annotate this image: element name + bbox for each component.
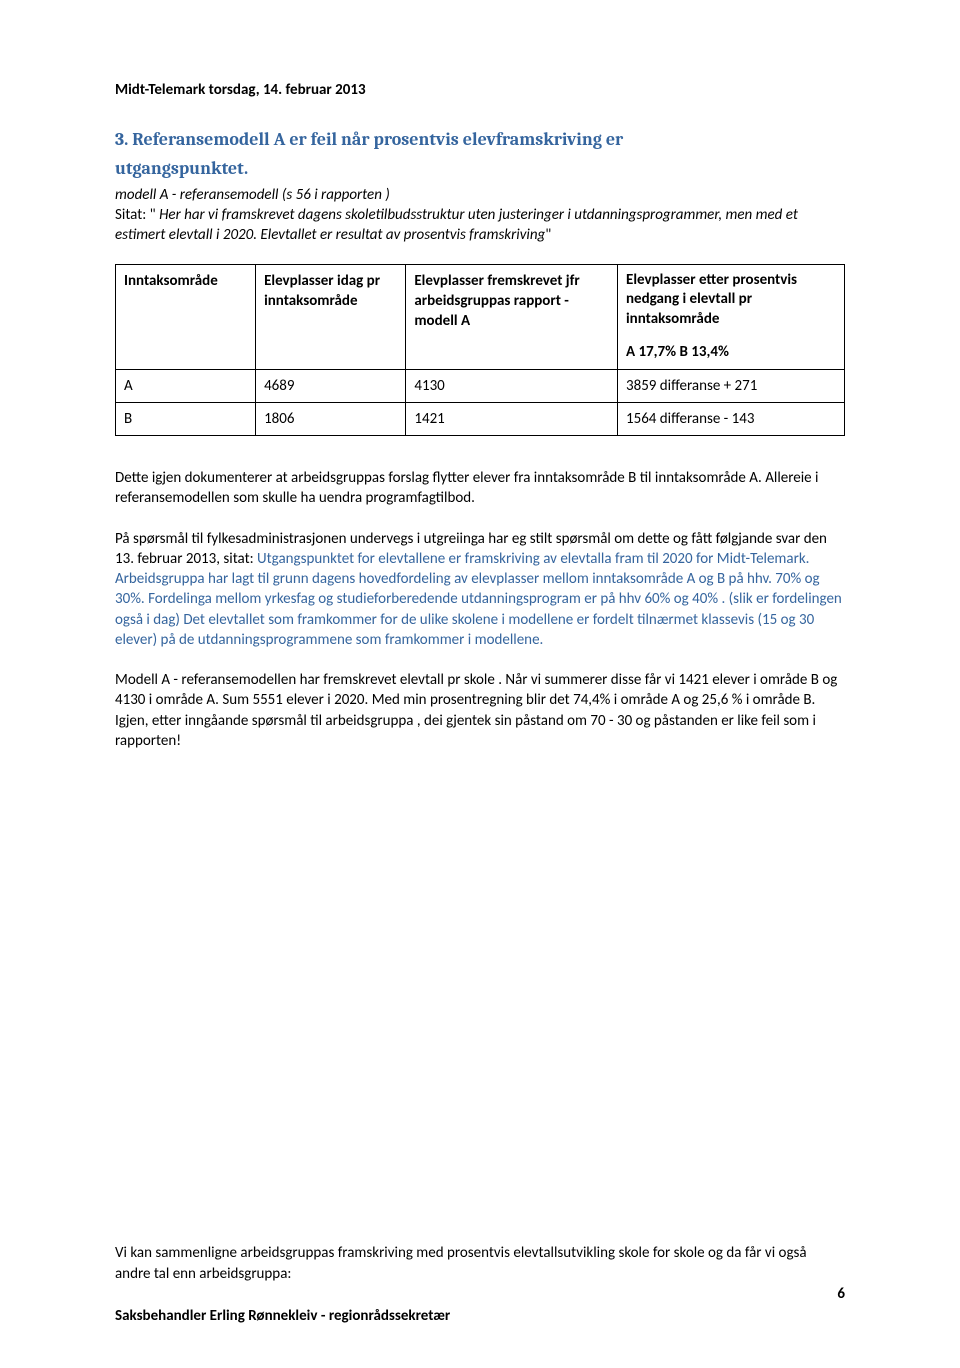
page-number: 6 [837,1284,845,1304]
th-inntaksomrade: Inntaksområde [116,264,256,369]
sitat-suffix: " [545,226,551,244]
cell-a-c0: A [116,369,256,402]
sitat-italic: Her har vi framskrevet dagens skoletilbu… [115,206,798,244]
sitat-block: Sitat: " Her har vi framskrevet dagens s… [115,205,845,246]
elevplasser-table: Inntaksområde Elevplasser idag pr inntak… [115,264,845,437]
page-header: Midt-Telemark torsdag, 14. februar 2013 [115,80,845,100]
cell-b-c2: 1421 [406,402,618,435]
section-number: 3. [115,129,128,150]
section-heading: 3. Referansemodell A er feil når prosent… [115,128,845,152]
cell-a-c3: 3859 differanse + 271 [618,369,845,402]
th-elevplasser-idag: Elevplasser idag pr inntaksområde [256,264,406,369]
sitat-prefix: Sitat: " [115,206,159,224]
table-row: A 4689 4130 3859 differanse + 271 [116,369,845,402]
table-header-row: Inntaksområde Elevplasser idag pr inntak… [116,264,845,369]
th-c3-line2: A 17,7% B 13,4% [626,343,836,363]
paragraph-3: Modell A - referansemodellen har fremskr… [115,670,845,751]
section-title-line1: Referansemodell A er feil når prosentvis… [132,129,623,150]
th-elevplasser-etter: Elevplasser etter prosentvis nedgang i e… [618,264,845,369]
paragraph-1: Dette igjen dokumenterer at arbeidsgrupp… [115,468,845,509]
table-row: B 1806 1421 1564 differanse - 143 [116,402,845,435]
document-page: Midt-Telemark torsdag, 14. februar 2013 … [0,0,960,1368]
cell-a-c1: 4689 [256,369,406,402]
cell-b-c0: B [116,402,256,435]
page-footer: Vi kan sammenligne arbeidsgruppas framsk… [115,1243,845,1326]
footer-paragraph: Vi kan sammenligne arbeidsgruppas framsk… [115,1243,845,1284]
section-title-line2: utgangspunktet. [115,157,845,181]
th-elevplasser-fremskrevet: Elevplasser fremskrevet jfr arbeidsgrupp… [406,264,618,369]
saksbehandler-line: Saksbehandler Erling Rønnekleiv - region… [115,1306,845,1326]
cell-b-c3: 1564 differanse - 143 [618,402,845,435]
section-subtitle: modell A - referansemodell (s 56 i rappo… [115,185,845,205]
cell-a-c2: 4130 [406,369,618,402]
cell-b-c1: 1806 [256,402,406,435]
th-c3-line1: Elevplasser etter prosentvis nedgang i e… [626,271,836,330]
paragraph-2: På spørsmål til fylkesadministrasjonen u… [115,529,845,651]
